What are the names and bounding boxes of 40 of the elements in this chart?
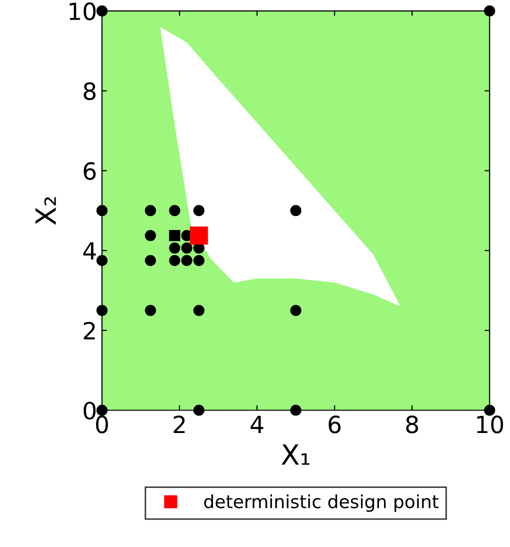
point (290, 205, 302, 216)
x-tick-label: 8 (406, 416, 418, 434)
point (193, 205, 204, 216)
point (144, 230, 156, 242)
y-tick-label: 8 (84, 82, 96, 100)
point (193, 304, 204, 316)
x-tick-label: 10 (477, 416, 504, 434)
point (96, 5, 108, 16)
point (181, 254, 192, 266)
point (193, 254, 204, 266)
point (484, 5, 496, 16)
point (290, 404, 302, 416)
y-tick-label: 2 (84, 322, 95, 340)
point (144, 304, 156, 316)
point (169, 254, 180, 266)
point (96, 304, 108, 316)
point (144, 254, 156, 266)
y-axis-title: X₂ (36, 197, 56, 225)
x-axis-title: X₁ (282, 444, 310, 465)
point (144, 205, 156, 216)
point (193, 404, 204, 416)
point (169, 230, 180, 242)
point (169, 242, 180, 254)
point (484, 404, 496, 416)
x-tick-label: 6 (328, 416, 341, 434)
legend-label: deterministic design point (204, 494, 439, 512)
point (96, 205, 108, 216)
point (96, 254, 108, 266)
y-tick-label: 6 (84, 162, 96, 180)
x-tick-label: 4 (250, 416, 264, 434)
point (181, 242, 192, 254)
x-tick-label: 0 (96, 416, 108, 434)
point (96, 404, 108, 416)
y-tick-label: 10 (70, 2, 96, 20)
y-tick-label: 0 (84, 402, 96, 420)
point (169, 205, 180, 216)
x-tick-label: 2 (174, 416, 185, 434)
y-tick-label: 4 (83, 242, 96, 260)
point (190, 226, 208, 245)
point (290, 304, 302, 316)
